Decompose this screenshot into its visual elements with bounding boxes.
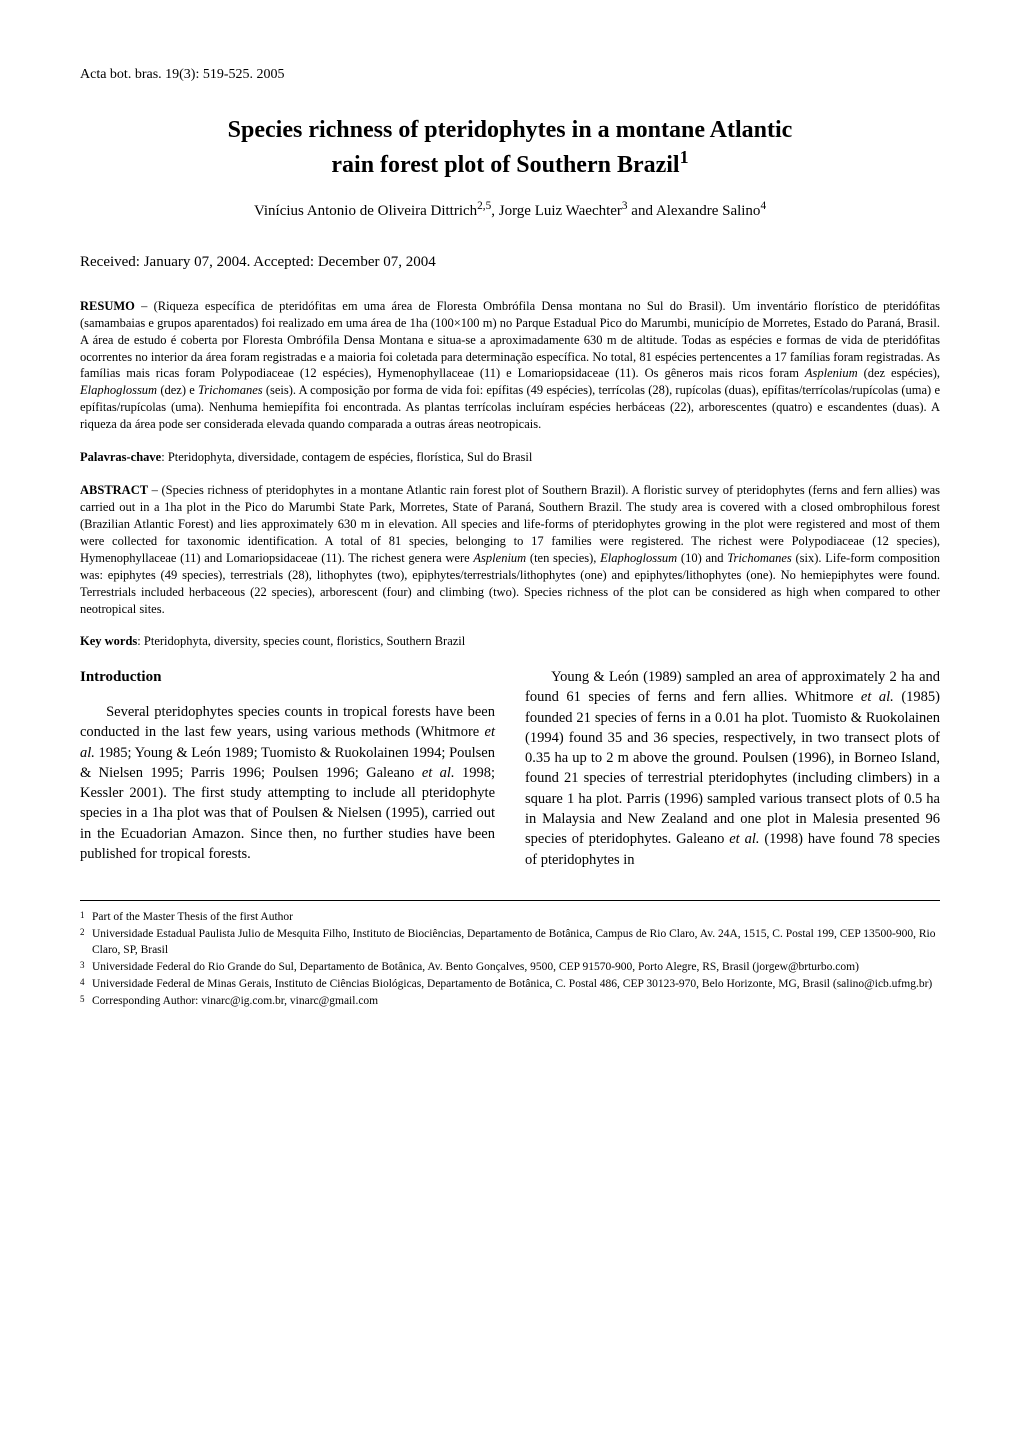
authors: Vinícius Antonio de Oliveira Dittrich2,5… xyxy=(80,199,940,222)
journal-header: Acta bot. bras. 19(3): 519-525. 2005 xyxy=(80,65,940,85)
palavras-chave: Palavras-chave: Pteridophyta, diversidad… xyxy=(80,449,940,467)
abstract-text: (Species richness of pteridophytes in a … xyxy=(80,483,940,615)
footnote-num: 5 xyxy=(80,993,92,1009)
right-column: Young & León (1989) sampled an area of a… xyxy=(525,667,940,870)
keywords-label: Key words xyxy=(80,634,137,648)
footnote-5: 5 Corresponding Author: vinarc@ig.com.br… xyxy=(80,993,940,1009)
footnote-text: Part of the Master Thesis of the first A… xyxy=(92,909,940,925)
abstract-block: ABSTRACT – (Species richness of pteridop… xyxy=(80,482,940,617)
body-columns: Introduction Several pteridophytes speci… xyxy=(80,667,940,870)
left-column: Introduction Several pteridophytes speci… xyxy=(80,667,495,870)
title-line-1: Species richness of pteridophytes in a m… xyxy=(228,117,793,143)
intro-paragraph-right: Young & León (1989) sampled an area of a… xyxy=(525,667,940,870)
section-heading-introduction: Introduction xyxy=(80,667,495,688)
footnote-num: 1 xyxy=(80,909,92,925)
resumo-label: RESUMO xyxy=(80,299,135,313)
resumo-text: (Riqueza específica de pteridófitas em u… xyxy=(80,299,940,431)
palavras-text: : Pteridophyta, diversidade, contagem de… xyxy=(161,450,532,464)
keywords: Key words: Pteridophyta, diversity, spec… xyxy=(80,633,940,651)
resumo-block: RESUMO – (Riqueza específica de pteridóf… xyxy=(80,298,940,433)
footnote-num: 3 xyxy=(80,959,92,975)
footnote-text: Universidade Federal do Rio Grande do Su… xyxy=(92,959,940,975)
footnote-4: 4 Universidade Federal de Minas Gerais, … xyxy=(80,976,940,992)
footnote-text: Corresponding Author: vinarc@ig.com.br, … xyxy=(92,993,940,1009)
footnote-3: 3 Universidade Federal do Rio Grande do … xyxy=(80,959,940,975)
intro-paragraph-left: Several pteridophytes species counts in … xyxy=(80,702,495,864)
footnote-2: 2 Universidade Estadual Paulista Julio d… xyxy=(80,926,940,958)
footnote-text: Universidade Estadual Paulista Julio de … xyxy=(92,926,940,958)
received-accepted: Received: January 07, 2004. Accepted: De… xyxy=(80,252,940,273)
resumo-dash: – xyxy=(135,299,154,313)
title-footnote-sup: 1 xyxy=(680,147,689,167)
abstract-dash: – xyxy=(148,483,161,497)
keywords-text: : Pteridophyta, diversity, species count… xyxy=(137,634,465,648)
footnote-text: Universidade Federal de Minas Gerais, In… xyxy=(92,976,940,992)
footnote-num: 4 xyxy=(80,976,92,992)
abstract-label: ABSTRACT xyxy=(80,483,148,497)
palavras-label: Palavras-chave xyxy=(80,450,161,464)
footnote-num: 2 xyxy=(80,926,92,958)
article-title: Species richness of pteridophytes in a m… xyxy=(120,115,900,181)
title-line-2: rain forest plot of Southern Brazil xyxy=(331,152,679,178)
footnote-1: 1 Part of the Master Thesis of the first… xyxy=(80,909,940,925)
footnotes: 1 Part of the Master Thesis of the first… xyxy=(80,900,940,1010)
